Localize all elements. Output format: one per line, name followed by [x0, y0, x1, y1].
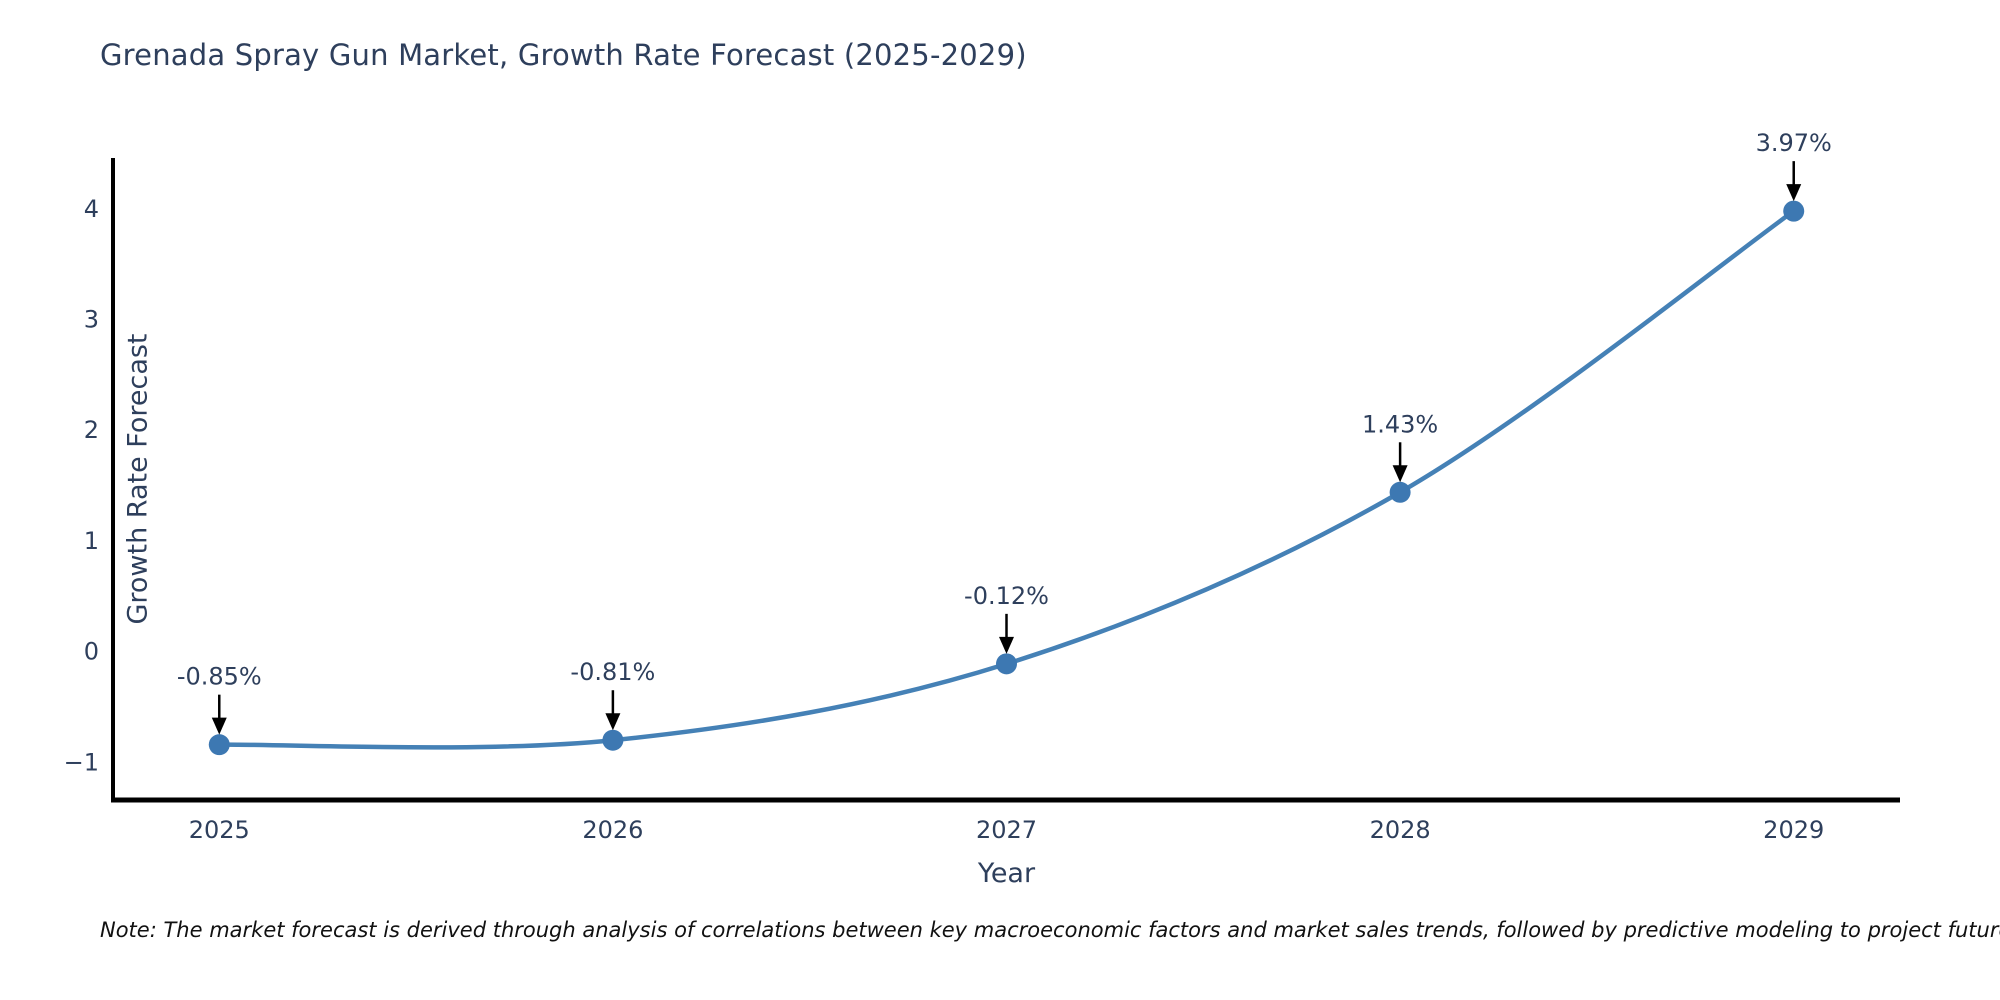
- data-point: [1783, 200, 1805, 222]
- x-tick-label: 2027: [976, 816, 1037, 844]
- y-tick-label: −1: [64, 748, 99, 776]
- annotation-label: -0.85%: [177, 663, 262, 691]
- y-tick-label: 1: [84, 527, 99, 555]
- x-axis-title: Year: [977, 858, 1036, 889]
- y-tick-label: 3: [84, 306, 99, 334]
- y-tick-label: 4: [84, 195, 99, 223]
- annotation-arrow-head: [1392, 465, 1408, 483]
- data-point: [208, 734, 230, 756]
- annotation-label: 1.43%: [1362, 410, 1438, 438]
- y-tick-label: 2: [84, 416, 99, 444]
- annotation-arrow-head: [999, 636, 1014, 654]
- footnote: Note: The market forecast is derived thr…: [100, 918, 2000, 942]
- x-tick-label: 2025: [189, 816, 250, 844]
- annotation-label: -0.81%: [570, 658, 655, 686]
- x-tick-label: 2028: [1370, 816, 1431, 844]
- x-tick-label: 2026: [582, 816, 643, 844]
- chart-title: Grenada Spray Gun Market, Growth Rate Fo…: [100, 38, 1027, 72]
- y-tick-label: 0: [84, 638, 99, 666]
- x-tick-label: 2029: [1763, 816, 1824, 844]
- data-point: [1389, 481, 1411, 503]
- annotation-label: 3.97%: [1756, 129, 1832, 157]
- data-point: [602, 729, 624, 751]
- annotation-arrow-head: [605, 713, 621, 731]
- data-point: [996, 653, 1017, 675]
- annotation-label: -0.12%: [964, 582, 1049, 610]
- annotation-arrow-head: [211, 717, 227, 735]
- annotation-arrow-head: [1786, 184, 1802, 202]
